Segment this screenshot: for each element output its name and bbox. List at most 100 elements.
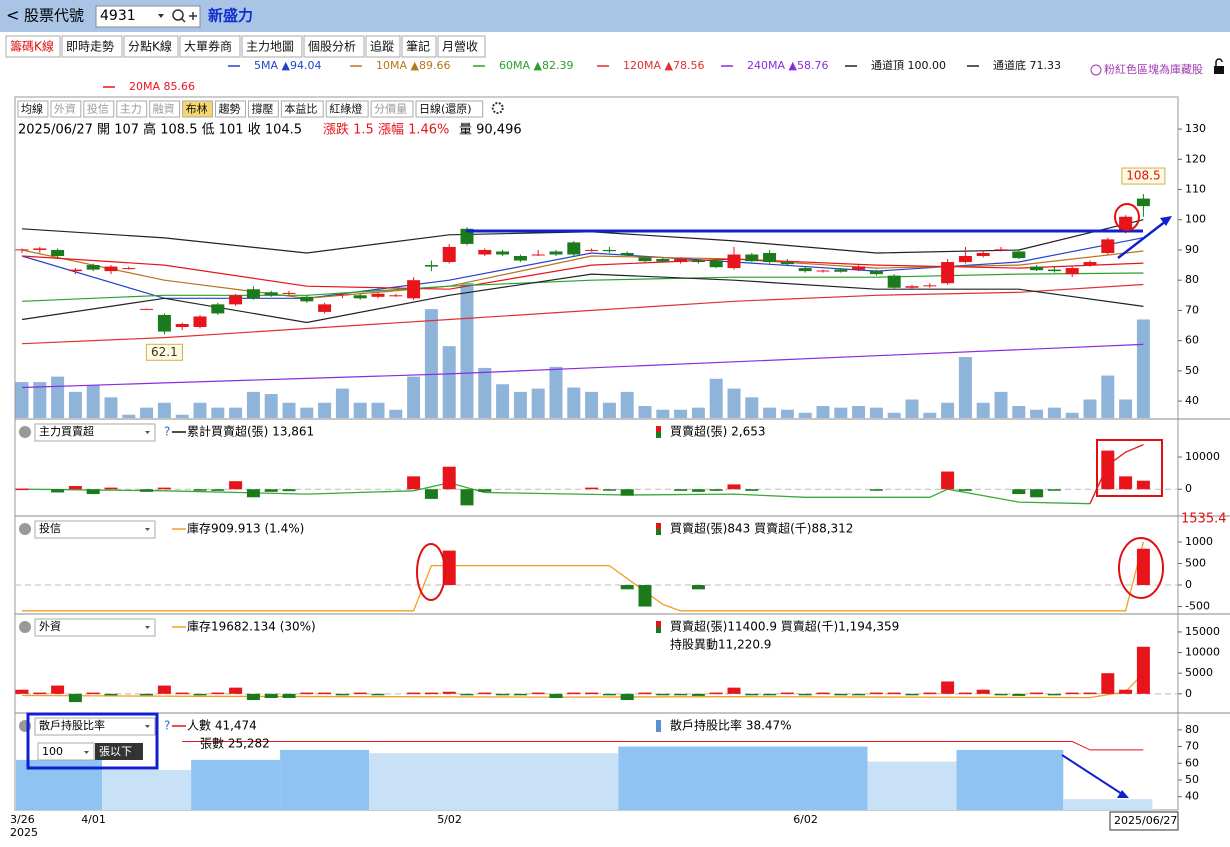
lock-icon (1215, 58, 1223, 66)
flow-bar (51, 489, 65, 493)
panel-select-label: 散戶持股比率 (39, 718, 105, 732)
tab[interactable] (241, 35, 303, 58)
x-tick-label: 5/02 (437, 813, 462, 826)
tab[interactable] (123, 35, 179, 58)
candle-body (994, 249, 1008, 251)
x-tick-label: 4/01 (81, 813, 106, 826)
settings-icon[interactable] (491, 102, 504, 114)
tool-button[interactable] (415, 100, 484, 118)
volume-bar (620, 391, 634, 418)
candle-body (691, 260, 705, 263)
flow-bar (852, 693, 866, 696)
volume-bar (104, 397, 118, 418)
y-tick-label: 60 (1185, 756, 1199, 769)
tool-button[interactable] (325, 100, 369, 118)
tab[interactable] (179, 35, 241, 58)
info-change: 漲跌 1.5 漲幅 1.46% (323, 122, 449, 138)
flow-bar (1012, 489, 1026, 495)
flow-bar (246, 693, 260, 701)
search-icon (180, 17, 186, 23)
volume-bar (157, 402, 171, 418)
flow-bar (1136, 480, 1150, 490)
close-icon[interactable] (19, 621, 31, 633)
volume-bar (834, 407, 848, 418)
volume-bar (478, 367, 492, 418)
flow-bar (816, 692, 830, 695)
y-tick-label: 0 (1185, 482, 1192, 495)
x-tick-label: 3/26 (10, 813, 35, 826)
candle-body (869, 271, 883, 275)
ma-line (21, 237, 1144, 299)
close-icon[interactable] (19, 426, 31, 438)
volume-bar (816, 406, 830, 418)
tool-button[interactable] (182, 100, 214, 118)
panel-select[interactable] (34, 423, 156, 442)
lock-icon[interactable] (1214, 66, 1224, 74)
tool-button[interactable] (280, 100, 324, 118)
right-swatch (656, 432, 661, 438)
flow-bar (656, 693, 670, 696)
tab-label: 個股分析 (308, 40, 356, 54)
year-label: 2025 (10, 826, 38, 839)
y-tick-label: 90 (1185, 243, 1199, 256)
volume-bar (389, 409, 403, 418)
tool-button[interactable] (50, 100, 82, 118)
candle-body (1083, 262, 1097, 266)
tool-button[interactable] (116, 100, 148, 118)
tool-label: 主力 (120, 103, 142, 116)
search-icon[interactable] (172, 9, 184, 21)
candle-body (68, 269, 82, 272)
legend: 5MA ▲94.04 10MA ▲89.66 20MA 85.66 60MA ▲82.… (103, 58, 1061, 93)
flow-bar (513, 693, 527, 696)
panel-select[interactable] (34, 618, 156, 637)
flow-bar (264, 693, 278, 698)
flow-bar (1030, 692, 1044, 695)
volume-bar (371, 402, 385, 418)
flow-bar (745, 489, 759, 491)
help-icon[interactable]: ? (164, 719, 170, 733)
candle-body (549, 251, 563, 255)
tab[interactable] (61, 35, 123, 58)
flow-bar (691, 693, 705, 696)
tool-button[interactable] (17, 100, 49, 118)
top-bar (0, 0, 1230, 32)
help-icon[interactable]: ? (164, 425, 170, 439)
max-label: 1535.4 (1181, 511, 1227, 526)
tab[interactable] (401, 35, 437, 58)
legend-value: 100.00 (908, 59, 947, 72)
dropdown-icon (145, 725, 150, 728)
candle-body (318, 304, 332, 312)
tab[interactable] (303, 35, 365, 58)
add-icon[interactable] (189, 12, 197, 20)
tab[interactable] (437, 35, 486, 58)
candle-body (157, 314, 171, 332)
tool-button[interactable] (215, 100, 246, 118)
back-button[interactable]: < (6, 6, 19, 25)
tool-button[interactable] (149, 100, 181, 118)
y-tick-label: 15000 (1185, 625, 1220, 638)
flow-bar (941, 471, 955, 490)
candle-body (816, 270, 830, 272)
flow-bar (51, 685, 65, 694)
flow-bar (602, 489, 616, 491)
tab-label: 月營收 (442, 40, 478, 54)
panel-select[interactable] (34, 520, 156, 539)
candle-body (86, 265, 100, 270)
threshold-select[interactable] (37, 742, 95, 761)
legend-value: ▲89.66 (411, 59, 451, 72)
close-icon[interactable] (19, 523, 31, 535)
panel-select[interactable] (34, 717, 156, 736)
volume-bar (496, 384, 510, 418)
tool-button[interactable] (370, 100, 414, 118)
legend-name: 5MA (254, 59, 278, 72)
right-swatch (656, 529, 661, 535)
y-tick-label: 120 (1185, 152, 1206, 165)
tab-label: 追蹤 (370, 39, 394, 54)
volume-bar (798, 412, 812, 418)
tool-button[interactable] (83, 100, 115, 118)
tab[interactable] (5, 35, 61, 58)
tab[interactable] (365, 35, 401, 58)
y-tick-label: 40 (1185, 790, 1199, 803)
tool-button[interactable] (247, 100, 279, 118)
